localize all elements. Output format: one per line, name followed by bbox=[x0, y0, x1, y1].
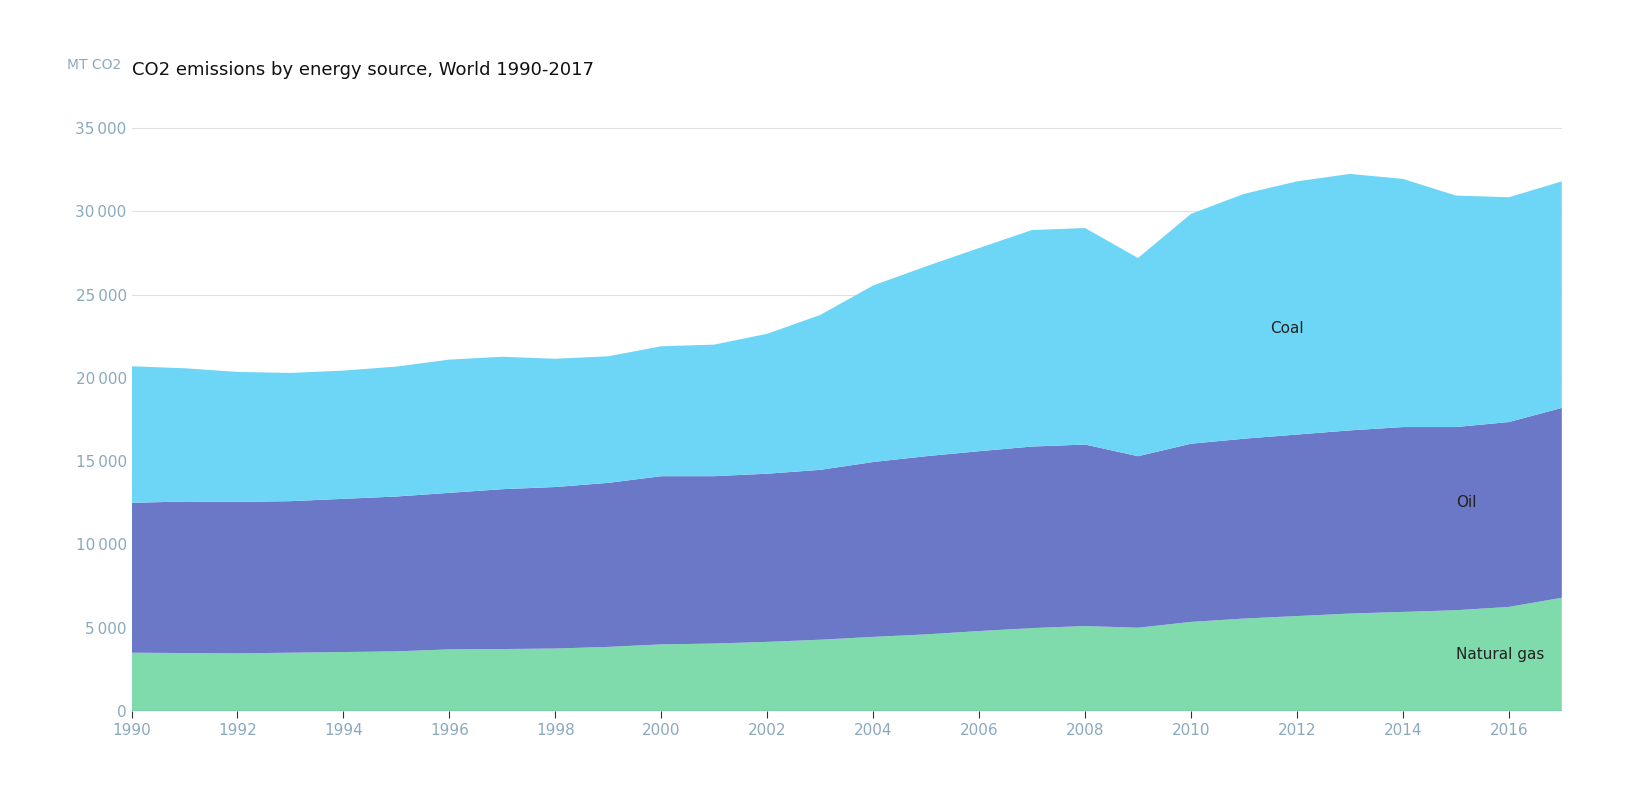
Text: Natural gas: Natural gas bbox=[1457, 647, 1544, 662]
Text: Oil: Oil bbox=[1457, 495, 1476, 510]
Text: Coal: Coal bbox=[1271, 321, 1304, 336]
Text: MT CO2: MT CO2 bbox=[67, 58, 122, 72]
Text: CO2 emissions by energy source, World 1990-2017: CO2 emissions by energy source, World 19… bbox=[132, 62, 593, 79]
